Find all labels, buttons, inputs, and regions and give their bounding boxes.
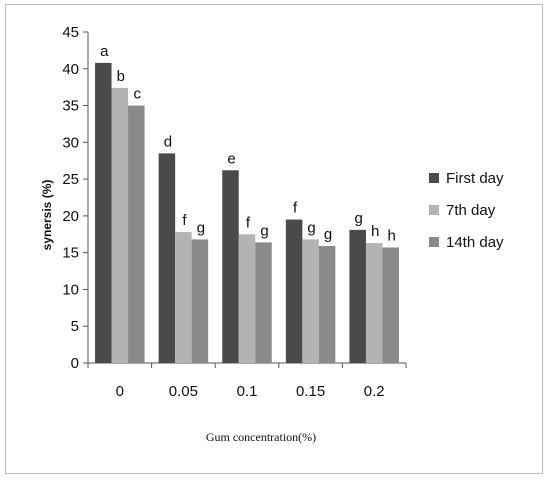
y-axis-label: synersis (%) xyxy=(40,180,54,251)
bar-2-1 xyxy=(111,87,129,363)
bar-significance-letter: f xyxy=(182,212,187,229)
y-tick-label: 30 xyxy=(62,134,79,151)
y-tick-label: 45 xyxy=(62,24,79,41)
y-tick-label: 5 xyxy=(71,318,79,335)
bar-significance-letter: h xyxy=(388,228,396,245)
bars-layer xyxy=(95,62,399,364)
legend-swatch xyxy=(429,173,439,183)
legend-label: First day xyxy=(446,170,504,187)
bar-1-4 xyxy=(285,219,303,363)
bar-significance-letter: f xyxy=(246,214,251,231)
bar-2-3 xyxy=(238,234,256,363)
bar-significance-letter: d xyxy=(164,133,172,150)
bar-1-2 xyxy=(158,153,176,363)
legend: First day 7th day 14th day xyxy=(429,170,504,251)
x-tick-label: 0.2 xyxy=(364,383,385,400)
bar-3-2 xyxy=(191,239,209,363)
bar-1-5 xyxy=(349,229,366,363)
legend-swatch xyxy=(429,205,439,215)
bar-3-5 xyxy=(382,247,399,363)
y-tick-label: 0 xyxy=(71,355,79,372)
bar-3-4 xyxy=(318,246,336,363)
y-tick-label: 10 xyxy=(62,281,79,298)
y-tick-label: 35 xyxy=(62,98,79,115)
bar-2-4 xyxy=(302,239,319,363)
bar-2-5 xyxy=(365,243,383,363)
bar-significance-letter: h xyxy=(371,223,379,240)
x-axis-label: Gum concentration(%) xyxy=(206,430,316,444)
y-tick-label: 25 xyxy=(62,171,79,188)
bar-3-3 xyxy=(255,242,272,363)
bar-significance-letter: a xyxy=(100,43,109,60)
bar-2-2 xyxy=(175,232,192,363)
y-tick-label: 15 xyxy=(62,245,79,262)
bar-3-1 xyxy=(128,105,145,364)
bar-1-3 xyxy=(222,170,239,363)
legend-label: 7th day xyxy=(446,202,496,219)
bar-significance-letter: g xyxy=(355,210,363,227)
axes-layer: 0 5 10 15 20 25 30 35 40 45 0 0.05 0.1 0.15 0.2 xyxy=(62,24,407,400)
x-tick-label: 0.05 xyxy=(169,383,198,400)
y-tick-label: 20 xyxy=(62,208,79,225)
bar-significance-letter: g xyxy=(260,222,268,239)
bar-significance-letter: g xyxy=(197,219,205,236)
bar-significance-letter: g xyxy=(307,219,315,236)
bar-significance-letter: b xyxy=(117,68,125,85)
bar-significance-letter: c xyxy=(134,86,142,103)
x-tick-label: 0.1 xyxy=(237,383,258,400)
bar-significance-letter: g xyxy=(324,226,332,243)
x-tick-label: 0 xyxy=(116,383,124,400)
legend-label: 14th day xyxy=(446,234,504,251)
y-tick-label: 40 xyxy=(62,61,79,78)
bar-significance-letter: f xyxy=(293,200,298,217)
bar-1-1 xyxy=(95,62,112,363)
legend-swatch xyxy=(429,237,439,247)
bar-significance-letter: e xyxy=(227,150,235,167)
x-tick-label: 0.15 xyxy=(296,383,325,400)
